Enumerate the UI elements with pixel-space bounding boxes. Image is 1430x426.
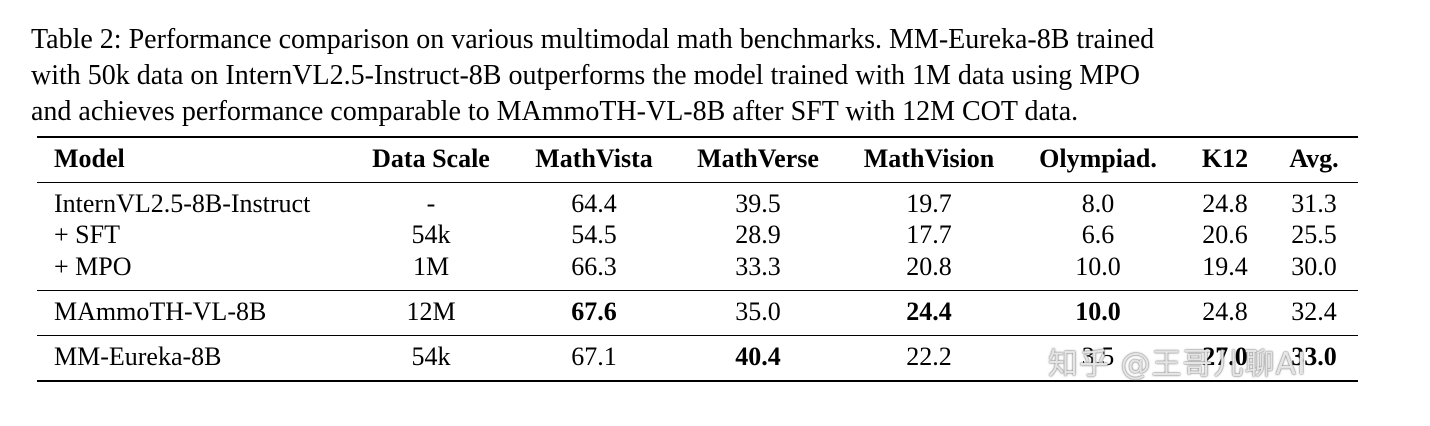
cell-r4-avg: 33.0 xyxy=(1291,342,1337,371)
cell-r1-data-scale: 54k xyxy=(411,220,451,249)
cell-r4-mathvista: 67.1 xyxy=(571,342,617,371)
cell-r0-mathvista: 64.4 xyxy=(571,189,617,218)
table-caption: Table 2: Performance comparison on vario… xyxy=(31,22,1371,130)
cell-r4-mathvision: 22.2 xyxy=(906,342,952,371)
table-top-rule xyxy=(37,136,1358,138)
cell-r4-data-scale: 54k xyxy=(411,342,451,371)
cell-r0-k12: 24.8 xyxy=(1202,189,1248,218)
cell-r2-data-scale: 1M xyxy=(412,252,450,281)
cell-r3-model: MAmmoTH-VL-8B xyxy=(54,297,267,326)
cell-r3-mathvista: 67.6 xyxy=(571,297,617,326)
cell-r1-avg: 25.5 xyxy=(1291,220,1337,249)
cell-r0-data-scale: - xyxy=(426,189,436,218)
group-rule-2 xyxy=(37,335,1358,336)
cell-r2-model: + MPO xyxy=(54,252,132,281)
cell-r1-k12: 20.6 xyxy=(1202,220,1248,249)
cell-r4-k12: 27.0 xyxy=(1202,342,1248,371)
cell-r3-mathvision: 24.4 xyxy=(906,297,952,326)
header-k12: K12 xyxy=(1201,144,1249,173)
cell-r0-model: InternVL2.5-8B-Instruct xyxy=(54,189,311,218)
cell-r0-avg: 31.3 xyxy=(1291,189,1337,218)
cell-r3-olympiad: 10.0 xyxy=(1075,297,1121,326)
header-mathvista: MathVista xyxy=(535,144,653,173)
cell-r1-model: + SFT xyxy=(54,220,120,249)
cell-r0-mathverse: 39.5 xyxy=(735,189,781,218)
cell-r1-mathvista: 54.5 xyxy=(571,220,617,249)
cell-r0-mathvision: 19.7 xyxy=(906,189,952,218)
header-model: Model xyxy=(54,144,125,173)
cell-r3-mathverse: 35.0 xyxy=(735,297,781,326)
header-mathverse: MathVerse xyxy=(697,144,819,173)
cell-r3-k12: 24.8 xyxy=(1202,297,1248,326)
cell-r0-olympiad: 8.0 xyxy=(1081,189,1115,218)
cell-r1-mathverse: 28.9 xyxy=(735,220,781,249)
cell-r3-data-scale: 12M xyxy=(406,297,456,326)
cell-r4-model: MM-Eureka-8B xyxy=(54,342,222,371)
header-data-scale: Data Scale xyxy=(372,144,490,173)
cell-r1-olympiad: 6.6 xyxy=(1081,220,1115,249)
cell-r2-mathvision: 20.8 xyxy=(906,252,952,281)
cell-r2-olympiad: 10.0 xyxy=(1075,252,1121,281)
table-bottom-rule xyxy=(37,380,1358,382)
cell-r3-avg: 32.4 xyxy=(1291,297,1337,326)
cell-r2-mathvista: 66.3 xyxy=(571,252,617,281)
group-rule-1 xyxy=(37,290,1358,291)
cell-r2-mathverse: 33.3 xyxy=(735,252,781,281)
cell-r1-mathvision: 17.7 xyxy=(906,220,952,249)
header-rule xyxy=(37,182,1358,183)
cell-r2-avg: 30.0 xyxy=(1291,252,1337,281)
caption-line-3: and achieves performance comparable to M… xyxy=(31,96,1079,127)
header-olympiad: Olympiad. xyxy=(1039,144,1157,173)
caption-line-2: with 50k data on InternVL2.5-Instruct-8B… xyxy=(31,60,1140,91)
header-avg: Avg. xyxy=(1289,144,1339,173)
caption-line-1: Table 2: Performance comparison on vario… xyxy=(31,24,1155,55)
cell-r2-k12: 19.4 xyxy=(1202,252,1248,281)
cell-r4-olympiad: 3.5 xyxy=(1081,342,1115,371)
cell-r4-mathverse: 40.4 xyxy=(735,342,781,371)
header-mathvision: MathVision xyxy=(863,144,995,173)
watermark: 知乎 @王哥儿聊AI xyxy=(1048,347,1307,382)
